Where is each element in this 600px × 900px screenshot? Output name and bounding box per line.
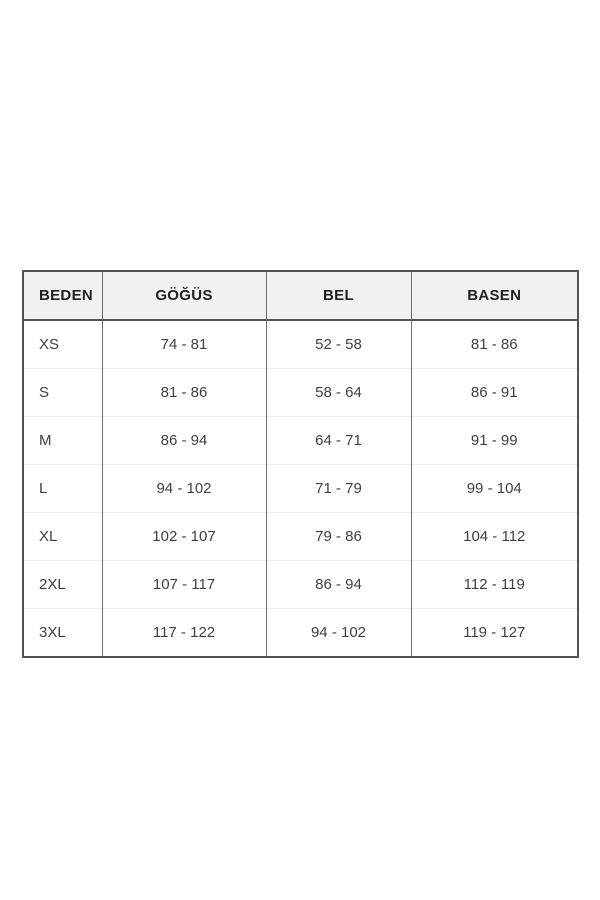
chest-cell: 117 - 122: [101, 608, 266, 657]
hip-cell: 112 - 119: [410, 560, 578, 609]
waist-cell: 71 - 79: [265, 464, 411, 513]
waist-cell: 58 - 64: [265, 368, 411, 417]
size-cell: M: [23, 416, 102, 465]
table-row: S 81 - 86 58 - 64 86 - 91: [23, 368, 578, 417]
header-cell-bel: BEL: [265, 271, 411, 321]
table-row: XL 102 - 107 79 - 86 104 - 112: [23, 512, 578, 561]
size-cell: 2XL: [23, 560, 102, 609]
size-cell: XL: [23, 512, 102, 561]
hip-cell: 86 - 91: [410, 368, 578, 417]
table-row: XS 74 - 81 52 - 58 81 - 86: [23, 320, 578, 369]
hip-cell: 91 - 99: [410, 416, 578, 465]
size-chart-table: BEDEN GÖĞÜS BEL BASEN XS 74 - 81 52 - 58…: [22, 270, 579, 658]
chest-cell: 102 - 107: [101, 512, 266, 561]
size-cell: 3XL: [23, 608, 102, 657]
hip-cell: 99 - 104: [410, 464, 578, 513]
hip-cell: 104 - 112: [410, 512, 578, 561]
table-row: L 94 - 102 71 - 79 99 - 104: [23, 464, 578, 513]
header-cell-basen: BASEN: [410, 271, 578, 321]
header-row: BEDEN GÖĞÜS BEL BASEN: [23, 271, 578, 321]
chest-cell: 81 - 86: [101, 368, 266, 417]
table-row: 3XL 117 - 122 94 - 102 119 - 127: [23, 608, 578, 657]
waist-cell: 79 - 86: [265, 512, 411, 561]
size-cell: XS: [39, 336, 60, 353]
chest-cell: 107 - 117: [101, 560, 266, 609]
waist-cell: 52 - 58: [265, 320, 411, 369]
size-cell: S: [23, 368, 102, 417]
hip-cell: 119 - 127: [410, 608, 578, 657]
waist-cell: 94 - 102: [265, 608, 411, 657]
table-row: M 86 - 94 64 - 71 91 - 99: [23, 416, 578, 465]
size-cell: L: [23, 464, 102, 513]
table-row: 2XL 107 - 117 86 - 94 112 - 119: [23, 560, 578, 609]
size-table-body: XS 74 - 81 52 - 58 81 - 86 S 81 - 86 58 …: [23, 320, 578, 657]
chest-cell: 74 - 81: [101, 320, 266, 369]
chest-cell: 86 - 94: [101, 416, 266, 465]
waist-cell: 86 - 94: [265, 560, 411, 609]
hip-cell: 81 - 86: [410, 320, 578, 369]
header-cell-beden: BEDEN: [23, 271, 102, 321]
header-cell-gogus: GÖĞÜS: [101, 271, 266, 321]
waist-cell: 64 - 71: [265, 416, 411, 465]
chest-cell: 94 - 102: [101, 464, 266, 513]
